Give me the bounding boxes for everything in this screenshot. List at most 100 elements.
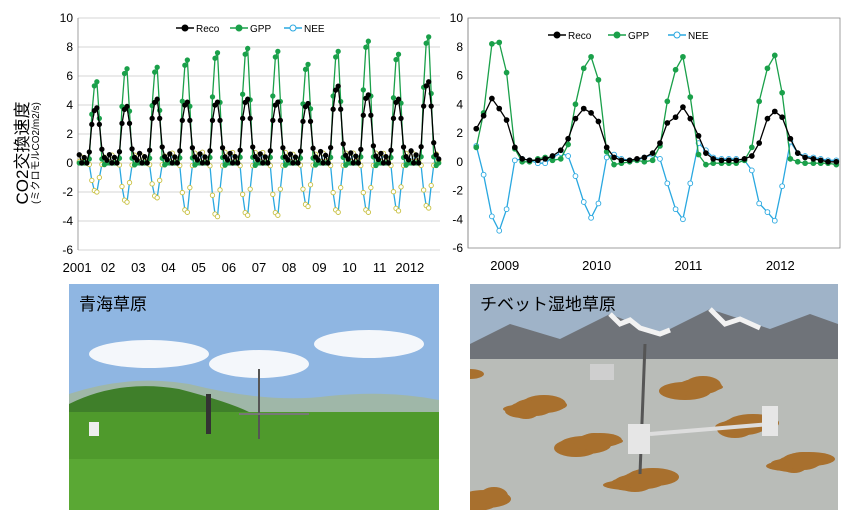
data-point-reco [177, 148, 183, 154]
data-point-reco [295, 160, 301, 166]
data-point-reco [703, 150, 709, 156]
data-point-reco [426, 79, 432, 85]
data-point-reco [267, 148, 273, 154]
y-tick-label: 4 [66, 98, 73, 112]
data-point-gpp [272, 54, 279, 60]
data-point-reco [802, 154, 808, 161]
data-point-nee [428, 182, 434, 189]
data-point-gpp [302, 66, 309, 72]
data-point-reco [511, 144, 518, 151]
data-point-gpp [333, 54, 339, 60]
data-point-nee [247, 186, 253, 192]
data-point-gpp [152, 69, 158, 75]
x-tick-label: 03 [131, 260, 145, 275]
data-point-reco [227, 150, 233, 157]
data-point-gpp [124, 66, 130, 72]
y-tick-label: -2 [62, 185, 73, 199]
data-point-nee [124, 199, 130, 205]
data-point-gpp [680, 53, 686, 60]
data-point-reco [126, 120, 133, 127]
data-point-reco [109, 160, 115, 166]
data-point-gpp [802, 160, 808, 167]
x-tick-label: 04 [161, 260, 175, 275]
data-point-reco [641, 154, 648, 161]
data-point-reco [250, 144, 256, 150]
data-point-reco [519, 156, 526, 162]
data-point-reco [400, 144, 407, 150]
y-tick-label: -6 [62, 243, 73, 257]
data-point-reco [718, 157, 725, 164]
data-point-nee [779, 183, 785, 190]
y-tick-label: 2 [66, 127, 73, 141]
data-point-gpp [91, 83, 98, 89]
data-point-reco [726, 157, 732, 164]
data-point-reco [287, 151, 294, 157]
data-point-reco [825, 158, 831, 165]
data-point-gpp [209, 94, 216, 100]
data-point-nee [270, 191, 276, 197]
legend-marker-reco [553, 31, 561, 39]
data-point-reco [534, 157, 541, 164]
data-point-nee [335, 209, 341, 215]
data-point-nee [496, 227, 503, 234]
data-point-nee [657, 156, 663, 162]
data-point-nee [179, 189, 185, 196]
data-point-gpp [695, 151, 702, 158]
data-point-reco [179, 117, 185, 124]
chart-right: -6 -4 -2 0 2 4 6 8 10 2009 2010 2011 2012 Reco GPP NEE [450, 11, 841, 273]
data-point-reco [330, 106, 336, 112]
y-tick-label: 4 [456, 97, 463, 111]
data-point-reco [338, 106, 344, 112]
data-point-nee [305, 203, 311, 210]
data-point-reco [89, 121, 95, 128]
data-point-reco [489, 95, 495, 102]
data-point-gpp [496, 39, 503, 46]
data-point-reco [420, 103, 427, 109]
data-point-nee [154, 195, 160, 201]
data-point-gpp [212, 55, 218, 61]
data-point-reco [159, 144, 165, 150]
data-point-reco [787, 135, 794, 142]
data-point-reco [431, 140, 437, 146]
data-point-nee [426, 205, 432, 211]
data-point-reco [219, 145, 226, 151]
data-point-reco [232, 153, 238, 160]
data-point-reco [496, 105, 503, 112]
data-point-nee [511, 157, 518, 164]
data-point-nee [687, 180, 694, 187]
data-point-gpp [239, 91, 246, 97]
data-point-reco [270, 117, 276, 124]
data-point-gpp [611, 161, 617, 168]
instrument-box [89, 422, 99, 436]
data-point-reco [116, 149, 123, 155]
data-point-gpp [184, 57, 191, 63]
data-point-nee [588, 214, 594, 221]
data-point-nee [672, 206, 679, 213]
data-point-reco [265, 160, 271, 166]
data-point-reco [94, 105, 100, 111]
data-point-reco [375, 156, 382, 163]
data-point-nee [480, 171, 487, 178]
data-point-gpp [393, 56, 399, 63]
data-point-reco [618, 157, 625, 164]
data-point-reco [106, 151, 113, 158]
data-point-gpp [305, 61, 311, 68]
legend-label-reco: Reco [196, 24, 220, 35]
data-point-reco [542, 156, 549, 162]
data-point-reco [124, 103, 130, 110]
data-point-gpp [94, 79, 100, 85]
data-point-reco [229, 160, 236, 166]
grass-tussock [529, 398, 565, 408]
data-point-reco [247, 115, 253, 121]
data-point-reco [526, 157, 533, 164]
data-point-gpp [214, 50, 221, 56]
y-tick-label: 0 [456, 155, 463, 169]
y-tick-label: 2 [456, 126, 463, 140]
data-point-reco [285, 157, 291, 163]
data-point-reco [96, 121, 103, 128]
data-point-gpp [588, 53, 594, 60]
data-point-reco [81, 154, 87, 161]
data-point-gpp [748, 144, 755, 151]
data-point-reco [322, 152, 329, 158]
data-point-reco [194, 157, 201, 163]
